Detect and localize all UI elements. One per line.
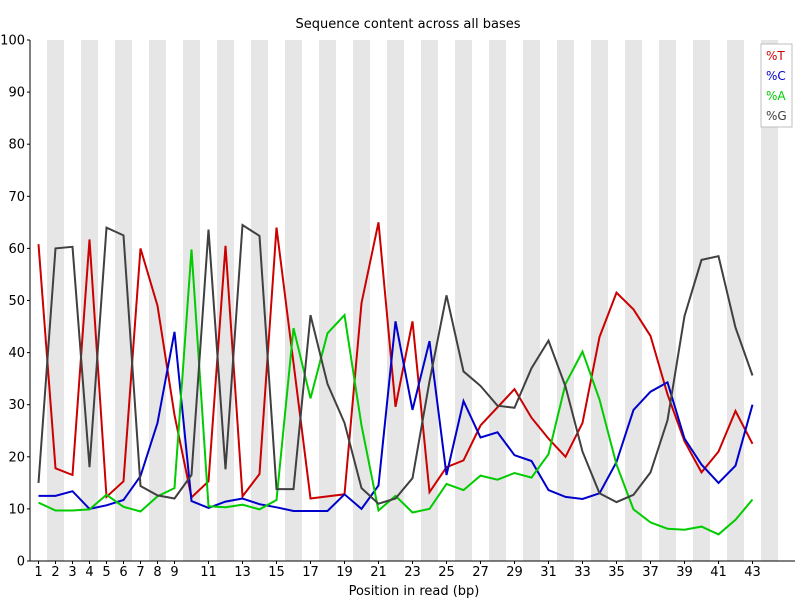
x-tick-label: 4 [85, 565, 93, 580]
legend: %T %C %A %G [760, 43, 793, 128]
x-tick-label: 1 [34, 565, 42, 580]
x-tick-label: 43 [744, 565, 761, 580]
x-tick-label: 19 [336, 565, 353, 580]
y-tick-label: 70 [8, 190, 25, 205]
x-tick-label: 15 [268, 565, 285, 580]
y-tick-label: 50 [8, 294, 25, 309]
x-tick-label: 3 [68, 565, 76, 580]
grid-band [421, 40, 438, 561]
grid-band [489, 40, 506, 561]
y-tick-label: 90 [8, 86, 25, 101]
grid-band [455, 40, 472, 561]
x-tick-label: 33 [574, 565, 591, 580]
x-tick-label: 21 [370, 565, 387, 580]
grid-band [285, 40, 302, 561]
x-tick-label: 41 [710, 565, 727, 580]
series-line-t [37, 222, 754, 500]
grid-band [183, 40, 200, 561]
grid-band [625, 40, 642, 561]
x-tick-label: 25 [438, 565, 455, 580]
grid-band [761, 40, 778, 561]
y-tick-label: 60 [8, 242, 25, 257]
x-tick-label: 29 [506, 565, 523, 580]
series-line-c [38, 321, 754, 512]
x-tick-label: 13 [234, 565, 251, 580]
x-axis-label: Position in read (bp) [349, 584, 480, 599]
x-tick-label: 17 [302, 565, 319, 580]
y-tick-label: 0 [17, 555, 25, 570]
grid-band [659, 40, 676, 561]
grid-band [81, 40, 98, 561]
legend-item-t: %T [766, 49, 785, 63]
grid-band [217, 40, 234, 561]
x-tick-label: 23 [404, 565, 421, 580]
grid-band [387, 40, 404, 561]
grid-band [47, 40, 64, 561]
x-tick-label: 5 [102, 565, 110, 580]
x-tick-label: 9 [170, 565, 178, 580]
x-tick-label: 6 [119, 565, 127, 580]
grid-band [727, 40, 744, 561]
grid-band [115, 40, 132, 561]
x-tick-label: 35 [608, 565, 625, 580]
grid-band [557, 40, 574, 561]
grid-band [693, 40, 710, 561]
legend-item-a: %A [766, 89, 786, 103]
y-tick-label: 40 [8, 346, 25, 361]
grid-band [591, 40, 608, 561]
x-tick-label: 8 [153, 565, 161, 580]
grid-band [251, 40, 268, 561]
x-tick-label: 7 [136, 565, 144, 580]
y-tick-label: 100 [0, 34, 25, 49]
grid-bands [47, 40, 778, 561]
x-tick-label: 37 [642, 565, 659, 580]
y-tick-label: 80 [8, 138, 25, 153]
y-axis-ticks: 0 10 20 30 40 50 60 70 80 90 100 [0, 34, 30, 570]
legend-box [760, 43, 793, 128]
chart-title: Sequence content across all bases [295, 17, 520, 32]
x-tick-label: 31 [540, 565, 557, 580]
x-tick-label: 2 [51, 565, 59, 580]
x-tick-label: 11 [200, 565, 217, 580]
x-tick-label: 39 [676, 565, 693, 580]
legend-item-c: %C [766, 69, 786, 83]
legend-item-g: %G [766, 109, 787, 123]
grid-band [319, 40, 336, 561]
grid-band [149, 40, 166, 561]
series-lines [37, 222, 754, 536]
series-line-g [37, 223, 754, 505]
x-tick-label: 27 [472, 565, 489, 580]
grid-band [523, 40, 540, 561]
y-tick-label: 10 [8, 502, 25, 517]
y-tick-label: 30 [8, 398, 25, 413]
y-tick-label: 20 [8, 450, 25, 465]
x-axis-ticks: 1 2 3 4 5 6 7 8 9 11 13 15 17 19 21 23 25 27 29 31 33 35 37 39 4… [34, 561, 761, 580]
